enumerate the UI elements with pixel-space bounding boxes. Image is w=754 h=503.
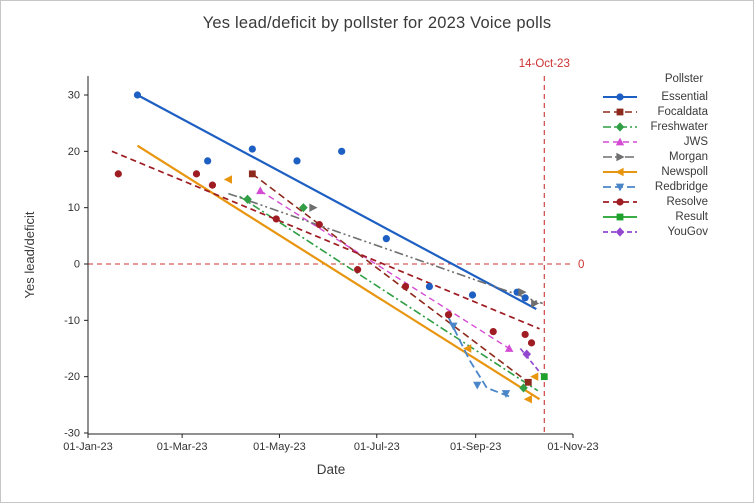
svg-text:01-Nov-23: 01-Nov-23 [547,441,598,453]
series-essential [133,91,529,302]
circle-legend-marker-icon [603,197,637,206]
legend-item-resolve: Resolve [602,194,750,209]
square-legend-marker-icon [603,213,637,220]
svg-text:-20: -20 [64,371,80,383]
circle-legend-marker-icon [603,92,637,101]
series-result [540,373,548,381]
trend-freshwater [239,195,539,392]
series-yougov [522,349,532,359]
square-legend-marker-icon [603,108,637,115]
diamond-legend-marker-icon [603,121,637,132]
diamond-legend-marker-icon [603,226,637,237]
series-jws [256,186,514,352]
legend-item-focaldata: Focaldata [602,104,750,119]
y-axis-title: Yes lead/deficit [22,211,37,299]
svg-text:10: 10 [68,202,80,214]
reference-lines: 14-Oct-23 0 [88,58,584,434]
legend-label: Resolve [666,195,708,208]
series-freshwater [243,194,528,393]
legend: Pollster Essential Focaldata Freshwater JWS… [602,73,750,239]
legend-item-yougov: YouGov [602,224,750,239]
triangle-right-legend-marker-icon [603,152,637,161]
triangle-down-legend-marker-icon [603,183,637,191]
series-newspoll [223,175,539,404]
legend-label: Newspoll [661,165,708,178]
svg-text:0: 0 [74,259,80,271]
svg-text:-10: -10 [64,315,80,327]
trend-jws [259,190,510,350]
svg-text:01-Jan-23: 01-Jan-23 [63,441,113,453]
svg-text:14-Oct-23: 14-Oct-23 [519,58,570,70]
legend-item-freshwater: Freshwater [602,119,750,134]
trend-essential [136,94,537,311]
series-focaldata [248,170,532,386]
legend-items: Essential Focaldata Freshwater JWS Morgan New… [602,89,750,239]
svg-text:0: 0 [578,259,584,271]
legend-label: Focaldata [657,105,708,118]
legend-label: Morgan [669,150,708,163]
trend-newspoll [136,144,541,401]
svg-text:-30: -30 [64,427,80,439]
svg-text:01-Mar-23: 01-Mar-23 [157,441,208,453]
x-axis-title: Date [316,462,346,477]
svg-text:01-May-23: 01-May-23 [253,441,306,453]
svg-text:01-Jul-23: 01-Jul-23 [354,441,400,453]
trend-redbridge [447,317,510,398]
legend-item-morgan: Morgan [602,149,750,164]
trend-yougov [519,347,542,375]
legend-title: Pollster [664,73,704,85]
trend-morgan [228,192,543,305]
legend-item-jws: JWS [602,134,750,149]
series-redbridge [449,322,511,398]
legend-item-essential: Essential [602,89,750,104]
legend-item-redbridge: Redbridge [602,179,750,194]
chart-title: Yes lead/deficit by pollster for 2023 Vo… [202,14,552,32]
triangle-up-legend-marker-icon [603,137,637,145]
svg-text:20: 20 [68,146,80,158]
legend-item-newspoll: Newspoll [602,164,750,179]
series-morgan [309,203,540,308]
legend-item-result: Result [602,209,750,224]
trend-resolve [111,150,540,330]
axes: 30 20 10 0 -10 -20 -30 01-Jan-23 01-Mar-23 01-May… [63,76,599,453]
legend-label: Redbridge [654,180,708,193]
trend-focaldata [251,173,529,383]
legend-label: Result [675,210,708,223]
legend-label: JWS [683,135,708,148]
svg-text:30: 30 [68,90,80,102]
triangle-left-legend-marker-icon [603,167,637,176]
svg-text:01-Sep-23: 01-Sep-23 [450,441,501,453]
series-resolve [114,170,536,347]
legend-label: YouGov [667,225,709,238]
legend-label: Freshwater [650,120,708,133]
legend-label: Essential [661,90,708,103]
